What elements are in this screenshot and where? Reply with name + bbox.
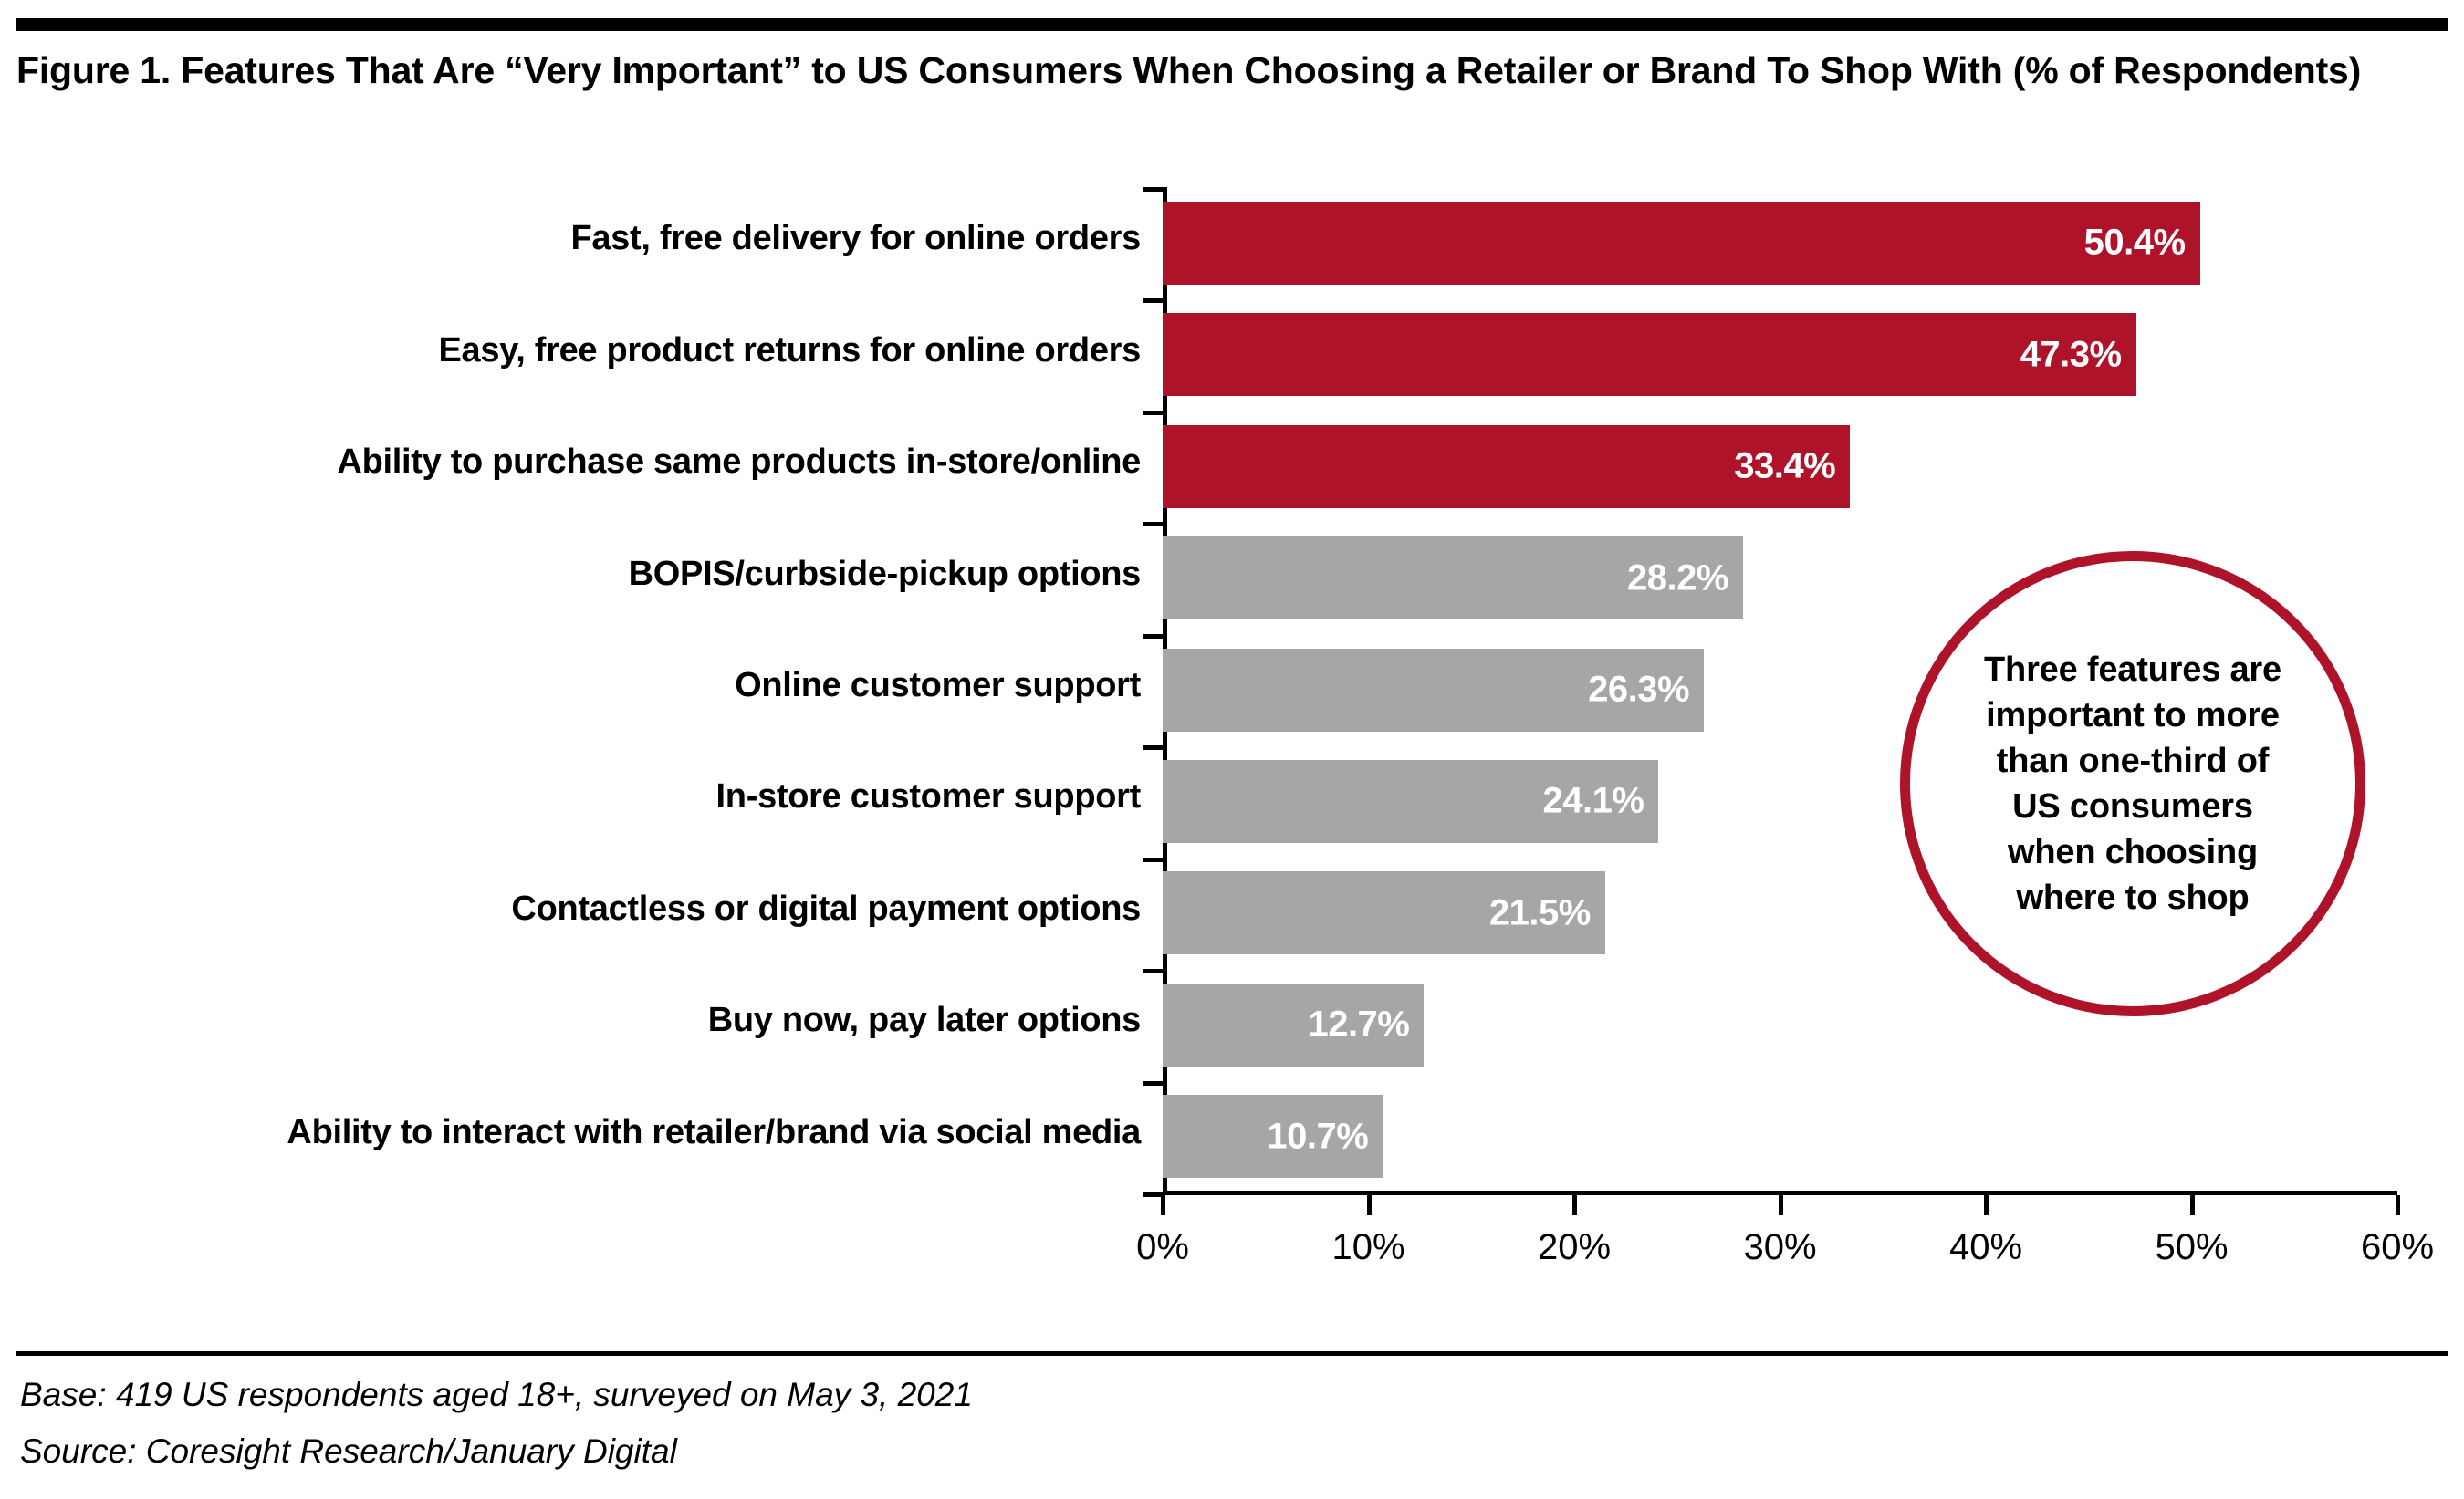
x-axis-tick [1778,1195,1783,1215]
category-label: In-store customer support [715,777,1142,817]
category-label: BOPIS/curbside-pickup options [628,554,1142,593]
x-tick-label: 20% [1537,1227,1612,1267]
bar: 21.5% [1163,871,1605,955]
category-label: Ability to purchase same products in-sto… [337,442,1141,482]
bar-value-label: 33.4% [1734,445,1836,486]
bar: 24.1% [1163,759,1659,843]
base-note: Base: 419 US respondents aged 18+, surve… [20,1376,973,1413]
bar: 47.3% [1163,313,2136,397]
bar: 10.7% [1163,1095,1383,1179]
bar-value-label: 26.3% [1588,669,1690,710]
y-axis-tick [1143,298,1163,304]
category-label: Ability to interact with retailer/brand … [287,1112,1141,1151]
bar-value-label: 50.4% [2083,222,2186,263]
x-tick-label: 40% [1948,1227,2023,1267]
y-axis-tick [1143,745,1163,751]
callout-circle: Three features are important to more tha… [1900,551,2365,1016]
bar-value-label: 21.5% [1488,892,1591,933]
footer-rule [16,1351,2448,1356]
bar: 28.2% [1163,536,1743,620]
x-tick-label: 50% [2155,1227,2229,1267]
bar-value-label: 10.7% [1267,1116,1369,1157]
y-axis-tick [1143,410,1163,415]
x-axis-tick [2189,1195,2195,1215]
category-label: Fast, free delivery for online orders [570,219,1141,258]
bar-value-label: 24.1% [1542,780,1644,821]
x-axis-tick [1366,1195,1372,1215]
bar-value-label: 28.2% [1626,557,1728,599]
bar: 33.4% [1163,424,1851,508]
page-title: Figure 1. Features That Are “Very Import… [16,49,2362,91]
y-axis-tick [1143,522,1163,527]
source-note: Source: Coresight Research/January Digit… [20,1432,677,1470]
bar: 50.4% [1163,201,2200,285]
y-axis-tick [1143,857,1163,862]
y-axis-tick [1143,633,1163,639]
callout-text: Three features are important to more tha… [1984,650,2281,918]
bar: 12.7% [1163,983,1425,1067]
x-axis-line [1163,1191,2397,1195]
title-top-rule [16,18,2448,31]
x-tick-label: 30% [1743,1227,1817,1267]
bar: 26.3% [1163,648,1705,732]
bar-value-label: 47.3% [2020,334,2122,375]
y-axis-tick [1143,1192,1163,1197]
category-label: Contactless or digital payment options [511,889,1141,928]
bar-value-label: 12.7% [1308,1004,1410,1045]
category-label: Buy now, pay later options [707,1001,1142,1040]
x-axis-tick [1161,1195,1165,1215]
category-label: Easy, free product returns for online or… [438,330,1142,370]
y-axis-tick [1143,969,1163,974]
category-label: Online customer support [735,666,1141,704]
x-tick-label: 0% [1136,1227,1189,1267]
x-tick-label: 10% [1331,1227,1405,1267]
x-axis-tick [1572,1195,1577,1215]
x-tick-label: 60% [2360,1227,2435,1267]
x-axis-tick [1984,1195,1989,1215]
y-axis-tick [1143,1080,1163,1086]
x-axis-tick [2396,1195,2400,1215]
y-axis-tick [1143,187,1163,192]
